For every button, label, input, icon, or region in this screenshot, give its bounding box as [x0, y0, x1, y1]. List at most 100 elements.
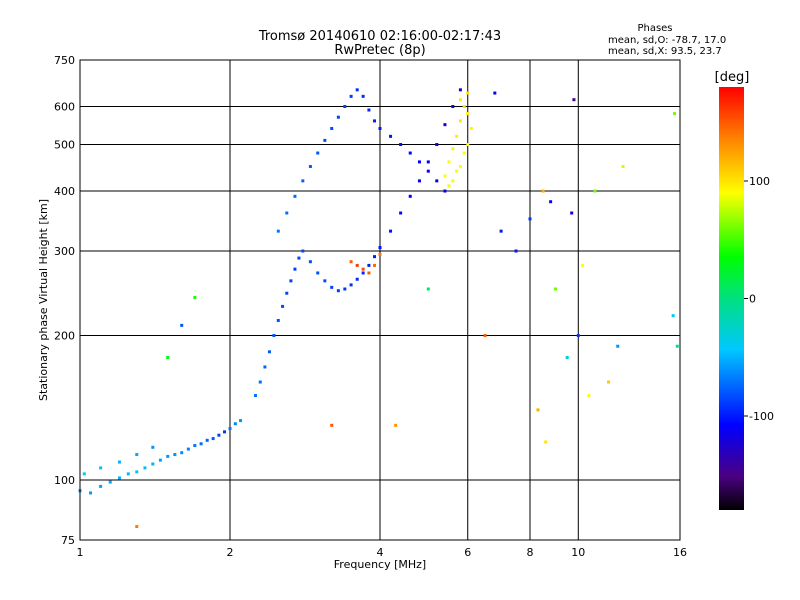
colorbar-label: [deg] — [715, 70, 750, 85]
data-point — [593, 189, 597, 193]
data-point — [228, 427, 232, 431]
data-point — [451, 179, 455, 183]
x-axis-label: Frequency [MHz] — [334, 558, 426, 571]
data-point — [675, 344, 679, 348]
data-point — [117, 476, 121, 480]
data-point — [355, 88, 359, 92]
data-point — [528, 217, 532, 221]
data-point — [126, 472, 130, 476]
x-axis-ticks: 1 2 4 6 8 10 16 — [77, 546, 688, 559]
grid — [80, 60, 680, 540]
data-point — [462, 105, 466, 109]
data-points — [78, 88, 679, 529]
data-point — [466, 112, 470, 116]
legend-title: Phases — [637, 23, 672, 34]
data-point — [180, 323, 184, 327]
data-point — [316, 271, 320, 275]
colorbar-tick-label: 0 — [749, 293, 756, 306]
data-point — [272, 334, 276, 338]
data-point — [117, 460, 121, 464]
chart-title: Tromsø 20140610 02:16:00-02:17:43 — [258, 29, 501, 44]
data-point — [378, 126, 382, 130]
data-point — [621, 164, 625, 168]
y-tick-label: 500 — [54, 139, 75, 152]
data-point — [253, 394, 257, 398]
data-point — [82, 472, 86, 476]
data-point — [301, 249, 305, 253]
data-point — [301, 179, 305, 183]
data-point — [417, 179, 421, 183]
data-point — [361, 271, 365, 275]
data-point — [258, 380, 262, 384]
data-point — [276, 229, 280, 233]
data-point — [293, 194, 297, 198]
data-point — [99, 484, 103, 488]
data-point — [570, 211, 574, 215]
data-point — [462, 151, 466, 155]
data-point — [399, 143, 403, 147]
data-point — [330, 285, 334, 289]
data-point — [553, 287, 557, 291]
data-point — [151, 445, 155, 449]
data-point — [451, 147, 455, 151]
x-tick-label: 6 — [464, 546, 471, 559]
data-point — [607, 380, 611, 384]
data-point — [308, 260, 312, 264]
data-point — [367, 108, 371, 112]
data-point — [135, 525, 139, 529]
plot-frame — [79, 59, 681, 541]
data-point — [135, 470, 139, 474]
data-point — [458, 88, 462, 92]
data-point — [399, 211, 403, 215]
y-tick-label: 200 — [54, 330, 75, 343]
data-point — [378, 253, 382, 257]
data-point — [426, 169, 430, 173]
y-axis-ticks: 75 100 200 300 400 500 600 750 — [54, 54, 75, 547]
data-point — [435, 143, 439, 147]
data-point — [330, 126, 334, 130]
data-point — [166, 355, 170, 359]
data-point — [408, 194, 412, 198]
colorbar-ticks: 100 0 -100 — [744, 175, 774, 423]
data-point — [493, 91, 497, 95]
data-point — [455, 134, 459, 138]
x-tick-label: 1 — [77, 546, 84, 559]
data-point — [361, 267, 365, 271]
data-point — [349, 260, 353, 264]
data-point — [143, 466, 147, 470]
data-point — [443, 123, 447, 127]
data-point — [289, 279, 293, 283]
data-point — [217, 433, 221, 437]
data-point — [373, 263, 377, 267]
legend-line-o: mean, sd,O: -78.7, 17.0 — [608, 35, 726, 46]
data-point — [455, 169, 459, 173]
data-point — [239, 419, 243, 423]
data-point — [426, 160, 430, 164]
data-point — [443, 174, 447, 178]
data-point — [336, 115, 340, 119]
data-point — [458, 164, 462, 168]
data-point — [576, 334, 580, 338]
data-point — [549, 200, 553, 204]
data-point — [336, 289, 340, 293]
data-point — [361, 94, 365, 98]
colorbar-tick-label: 100 — [749, 175, 770, 188]
data-point — [297, 256, 301, 260]
data-point — [389, 229, 393, 233]
data-point — [466, 143, 470, 147]
data-point — [451, 105, 455, 109]
data-point — [565, 355, 569, 359]
data-point — [355, 277, 359, 281]
data-point — [173, 453, 177, 457]
x-tick-label: 8 — [527, 546, 534, 559]
data-point — [447, 160, 451, 164]
data-point — [281, 304, 285, 308]
data-point — [458, 98, 462, 102]
data-point — [276, 318, 280, 322]
data-point — [293, 267, 297, 271]
data-point — [373, 119, 377, 123]
x-tick-label: 2 — [227, 546, 234, 559]
data-point — [458, 119, 462, 123]
data-point — [263, 365, 267, 369]
